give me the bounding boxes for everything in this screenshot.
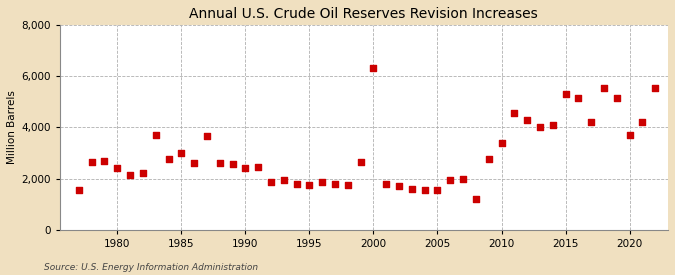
Point xyxy=(99,158,110,163)
Y-axis label: Million Barrels: Million Barrels xyxy=(7,90,17,164)
Point xyxy=(522,117,533,122)
Point xyxy=(432,188,443,192)
Point xyxy=(483,157,494,161)
Point xyxy=(252,165,263,169)
Point xyxy=(265,180,276,185)
Point xyxy=(291,182,302,186)
Point xyxy=(74,188,84,192)
Point xyxy=(586,120,597,124)
Point xyxy=(304,183,315,187)
Point xyxy=(163,157,174,161)
Point xyxy=(650,86,661,90)
Point xyxy=(202,134,213,139)
Point xyxy=(445,178,456,182)
Point xyxy=(612,96,622,100)
Point xyxy=(227,162,238,167)
Point xyxy=(599,86,610,90)
Point xyxy=(86,160,97,164)
Point xyxy=(381,182,392,186)
Point xyxy=(355,160,366,164)
Point xyxy=(215,161,225,165)
Point xyxy=(458,176,468,181)
Point xyxy=(406,187,417,191)
Point xyxy=(189,161,200,165)
Point xyxy=(278,178,289,182)
Point xyxy=(496,141,507,145)
Point xyxy=(573,96,584,100)
Point xyxy=(112,166,123,170)
Point xyxy=(637,120,648,124)
Point xyxy=(470,197,481,201)
Point xyxy=(419,188,430,192)
Point xyxy=(535,125,545,130)
Point xyxy=(624,133,635,137)
Point xyxy=(329,182,340,186)
Point xyxy=(176,151,187,155)
Point xyxy=(509,111,520,116)
Point xyxy=(394,184,404,188)
Point xyxy=(560,92,571,96)
Point xyxy=(368,66,379,71)
Text: Source: U.S. Energy Information Administration: Source: U.S. Energy Information Administ… xyxy=(44,263,258,272)
Point xyxy=(151,133,161,137)
Point xyxy=(125,172,136,177)
Point xyxy=(240,166,251,170)
Point xyxy=(317,180,327,185)
Point xyxy=(342,183,353,187)
Title: Annual U.S. Crude Oil Reserves Revision Increases: Annual U.S. Crude Oil Reserves Revision … xyxy=(190,7,538,21)
Point xyxy=(138,171,148,176)
Point xyxy=(547,123,558,127)
